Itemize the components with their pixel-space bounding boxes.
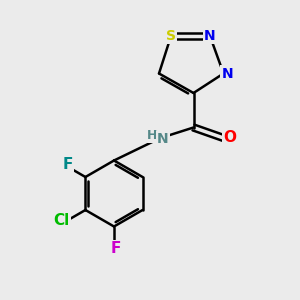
Text: N: N	[204, 29, 216, 43]
Text: N: N	[221, 67, 233, 80]
Text: F: F	[63, 157, 73, 172]
Text: H: H	[147, 129, 157, 142]
Text: O: O	[224, 130, 237, 146]
Text: S: S	[166, 29, 176, 43]
Text: F: F	[110, 241, 121, 256]
Text: N: N	[157, 133, 169, 146]
Text: Cl: Cl	[53, 213, 69, 228]
